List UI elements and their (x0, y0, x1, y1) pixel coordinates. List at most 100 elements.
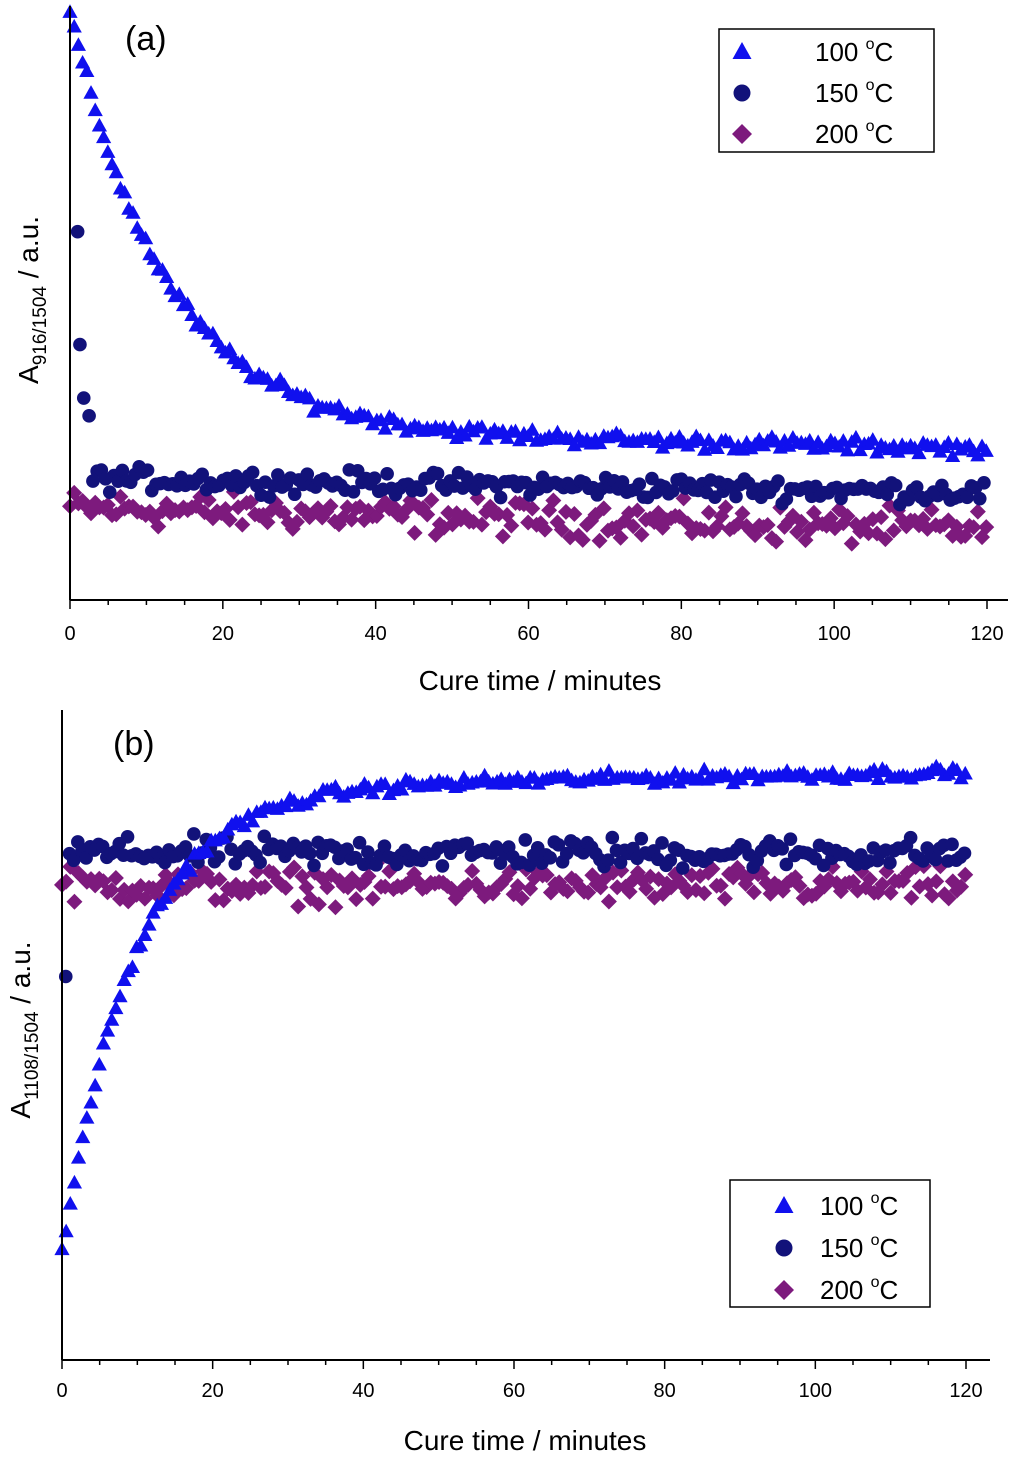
data-point (734, 505, 751, 522)
chart-b-series-circle (58, 827, 972, 984)
data-point (969, 503, 986, 520)
x-tick-label: 80 (654, 1380, 676, 1402)
chart-b-y-axis-label: A1108/1504 / a.u. (5, 941, 43, 1118)
chart-a-x-axis-label: Cure time / minutes (419, 665, 662, 696)
legend-label: 100 oC (820, 1190, 898, 1221)
data-point (474, 419, 490, 433)
data-point (423, 491, 440, 508)
data-point (83, 1094, 99, 1109)
data-point (536, 521, 553, 538)
data-point (245, 465, 260, 480)
data-point (953, 878, 970, 895)
data-point (75, 1129, 91, 1144)
data-point (244, 813, 261, 828)
data-point (377, 839, 392, 854)
data-point (960, 490, 974, 505)
data-point (116, 972, 132, 986)
chart-a-y-label-main: A (13, 365, 44, 384)
data-point (759, 516, 776, 533)
legend-circle-icon (775, 1239, 793, 1257)
data-point (709, 440, 725, 454)
data-point (771, 474, 785, 488)
data-point (880, 487, 895, 502)
data-point (675, 861, 690, 875)
chart-b-panel-label: (b) (113, 725, 155, 763)
data-point (848, 429, 864, 444)
data-point (717, 499, 734, 516)
data-point (911, 445, 927, 460)
data-point (745, 884, 762, 901)
x-tick-label: 20 (212, 623, 234, 645)
data-point (91, 117, 108, 132)
chart-b: 0 20 40 60 80 100 120 (b) Cure time / minutes … (5, 710, 990, 1456)
legend-label: 150 oC (815, 77, 893, 108)
data-point (327, 899, 344, 916)
data-point (95, 1035, 112, 1050)
data-point (843, 535, 860, 552)
data-point (83, 85, 99, 99)
data-point (303, 846, 317, 861)
data-point (124, 959, 141, 973)
data-point (559, 883, 576, 900)
data-point (117, 184, 133, 199)
data-point (82, 409, 96, 423)
data-point (301, 390, 318, 405)
data-point (99, 1023, 116, 1037)
data-point (503, 517, 520, 534)
data-point (367, 471, 382, 486)
data-point (509, 878, 526, 895)
chart-a-panel-label: (a) (125, 20, 167, 58)
data-point (300, 467, 315, 481)
data-point (634, 831, 649, 846)
data-point (612, 529, 629, 546)
chart-a-y-label-unit: / a.u. (13, 216, 44, 286)
data-point (591, 532, 608, 549)
data-point (141, 917, 157, 931)
data-point (779, 492, 794, 506)
data-point (365, 785, 381, 800)
data-point (783, 832, 798, 846)
data-point (883, 856, 897, 870)
data-point (874, 876, 891, 893)
data-point (182, 863, 199, 877)
data-point (595, 500, 612, 517)
data-point (633, 526, 650, 543)
data-point (978, 519, 995, 536)
data-point (104, 1012, 120, 1026)
data-point (957, 866, 974, 883)
data-point (159, 269, 175, 283)
data-point (271, 468, 285, 482)
data-point (236, 818, 252, 833)
data-point (108, 164, 124, 179)
data-point (903, 830, 918, 845)
data-point (73, 337, 87, 352)
chart-a-series-circle (70, 224, 991, 512)
data-point (972, 491, 987, 506)
data-point (419, 506, 436, 523)
data-point (621, 883, 638, 900)
data-point (368, 508, 385, 525)
data-point (957, 846, 972, 861)
data-point (171, 286, 187, 300)
data-point (108, 1000, 124, 1015)
data-point (861, 871, 878, 888)
data-point (435, 859, 450, 873)
data-point (903, 889, 920, 906)
data-point (287, 487, 302, 502)
data-point (885, 522, 902, 539)
data-point (211, 850, 226, 864)
data-point (464, 862, 481, 879)
data-point (195, 467, 210, 482)
x-tick-label: 40 (352, 1380, 374, 1402)
data-point (406, 524, 423, 541)
chart-a-series-diamond (62, 483, 995, 552)
data-point (837, 772, 853, 786)
chart-b-marks (54, 758, 974, 1256)
data-point (380, 467, 394, 481)
data-point (137, 927, 153, 941)
data-point (524, 500, 541, 517)
data-point (870, 771, 886, 786)
chart-a-x-ticks: 0 20 40 60 80 100 120 (64, 600, 1004, 645)
data-point (970, 447, 986, 462)
legend-triangle-icon (732, 42, 752, 59)
